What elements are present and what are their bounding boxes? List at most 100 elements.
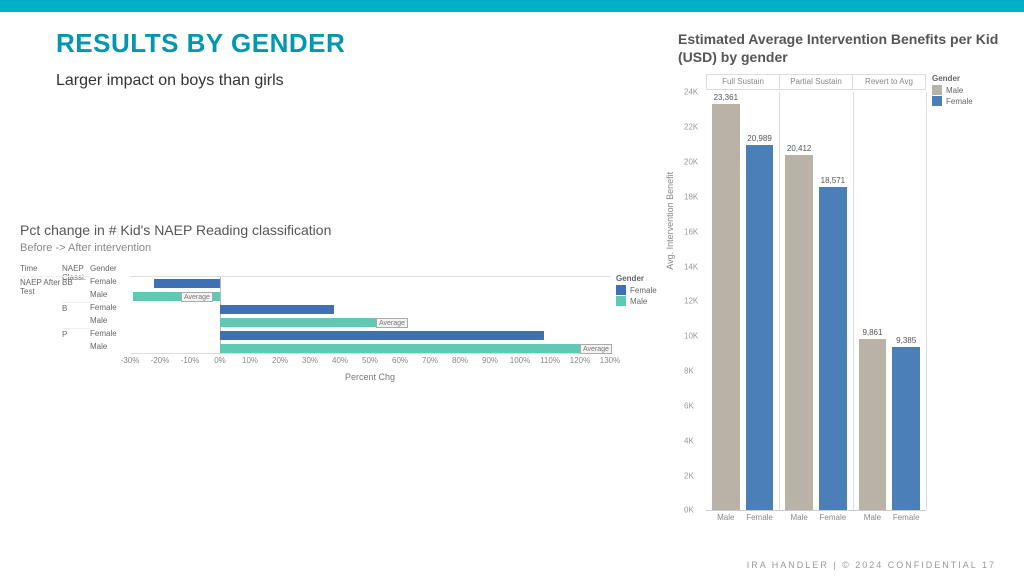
right-bar-value-label: 9,861 [862,328,882,337]
right-ytick: 10K [684,332,698,341]
right-bar [892,347,920,510]
right-ytick: 16K [684,227,698,236]
hbar-xtick: 70% [422,356,438,365]
hbar-xtick: 0% [214,356,226,365]
right-xtick: Male [864,513,881,522]
hbar-bar [220,318,376,327]
hbar-gender-label: Male [90,315,130,325]
legend-label: Male [630,297,647,306]
right-ytick: 12K [684,297,698,306]
right-legend-item: Male [932,85,973,95]
right-xtick: Male [717,513,734,522]
right-panel-headers: Full SustainPartial SustainRevert to Avg [706,74,926,90]
right-ytick: 6K [684,401,694,410]
slide-subtitle: Larger impact on boys than girls [56,72,284,90]
right-xtick: Male [790,513,807,522]
right-plot: 23,361 20,989 20,412 18,571 9,861 9,385 [706,92,926,510]
hbar-bar [220,344,601,353]
hbar-xtick: -10% [181,356,200,365]
hbar-gender-label: Male [90,341,130,351]
right-ytick: 14K [684,262,698,271]
right-bar [712,104,740,511]
right-bar-value-label: 23,361 [714,93,738,102]
hbar-xtick: 10% [242,356,258,365]
left-legend-item: Male [616,296,657,306]
right-bar-value-label: 9,385 [896,336,916,345]
left-chart-subtitle: Before -> After intervention [20,242,660,254]
hbar-xtick: 110% [540,356,560,365]
left-chart-title: Pct change in # Kid's NAEP Reading class… [20,222,660,238]
legend-swatch [616,285,626,295]
hbar-gender-label: Male [90,289,130,299]
right-chart: Estimated Average Intervention Benefits … [678,30,1018,524]
legend-label: Male [946,86,963,95]
left-legend-title: Gender [616,274,657,283]
right-ytick: 22K [684,123,698,132]
legend-label: Female [946,97,973,106]
hbar-class-label: P [62,328,90,339]
right-ytick: 18K [684,192,698,201]
hbar-gender-label: Female [90,302,130,312]
hbar-bar [154,279,220,288]
hbar-average-marker: Average [181,292,213,302]
right-ytick: 24K [684,88,698,97]
right-ytick: 20K [684,158,698,167]
legend-swatch [616,296,626,306]
right-yaxis-label: Avg. Intervention Benefit [665,172,675,270]
hbar-plot: Average Average Average [130,276,610,354]
hbar-bar [220,305,334,314]
accent-top-bar [0,0,1024,12]
hbar-xtick: 80% [452,356,468,365]
left-legend-item: Female [616,285,657,295]
right-panel-divider [853,92,854,510]
left-legend: Gender Female Male [616,274,657,307]
right-chart-title: Estimated Average Intervention Benefits … [678,30,1018,66]
right-bar-value-label: 18,571 [821,176,845,185]
hbar-xtick: 20% [272,356,288,365]
right-panel-divider [779,92,780,510]
hbar-gender-label: Female [90,328,130,338]
right-bar [746,145,774,511]
right-xaxis: MaleFemaleMaleFemaleMaleFemale [706,510,926,524]
legend-swatch [932,85,942,95]
hbar-xtick: 90% [482,356,498,365]
hbar-xtick: 100% [510,356,530,365]
right-bar-value-label: 20,412 [787,144,811,153]
right-ytick: 4K [684,436,694,445]
legend-label: Female [630,286,657,295]
right-panel-divider [926,92,927,510]
legend-swatch [932,96,942,106]
hbar-xtick: 30% [302,356,318,365]
right-panel-label: Full Sustain [706,74,780,90]
hbar-class-label: B [62,302,90,313]
hbar-gender-label: Female [90,276,130,286]
right-ytick: 2K [684,471,694,480]
right-bar [785,155,813,511]
hbar-xtick: 120% [570,356,590,365]
right-legend: Gender Male Female [932,74,973,107]
hbar-time-label: NAEP After Test [20,276,62,354]
hbar-average-marker: Average [580,344,612,354]
right-ytick: 8K [684,367,694,376]
right-xtick: Female [820,513,847,522]
right-ytick: 0K [684,506,694,515]
hbar-xtick: 130% [600,356,620,365]
hbar-xtick: 50% [362,356,378,365]
right-legend-title: Gender [932,74,973,83]
hbar-wrap: Time NAEP Classi. Gender NAEP After Test… [20,264,660,374]
hbar-xlabel: Percent Chg [130,372,610,382]
hbar-average-marker: Average [376,318,408,328]
hbar-xtick: -30% [121,356,140,365]
right-panel-label: Partial Sustain [780,74,853,90]
right-panel-label: Revert to Avg [853,74,926,90]
right-xtick: Female [893,513,920,522]
hbar-bar [220,331,544,340]
right-plot-area: Avg. Intervention Benefit Full SustainPa… [678,74,998,524]
right-bar [819,187,847,510]
right-legend-item: Female [932,96,973,106]
right-bar-value-label: 20,989 [747,134,771,143]
hbar-class-label: BB [62,276,90,287]
left-chart: Pct change in # Kid's NAEP Reading class… [20,222,660,374]
slide-footer: IRA HANDLER | © 2024 CONFIDENTIAL 17 [747,560,996,570]
slide-title: RESULTS BY GENDER [56,28,345,59]
